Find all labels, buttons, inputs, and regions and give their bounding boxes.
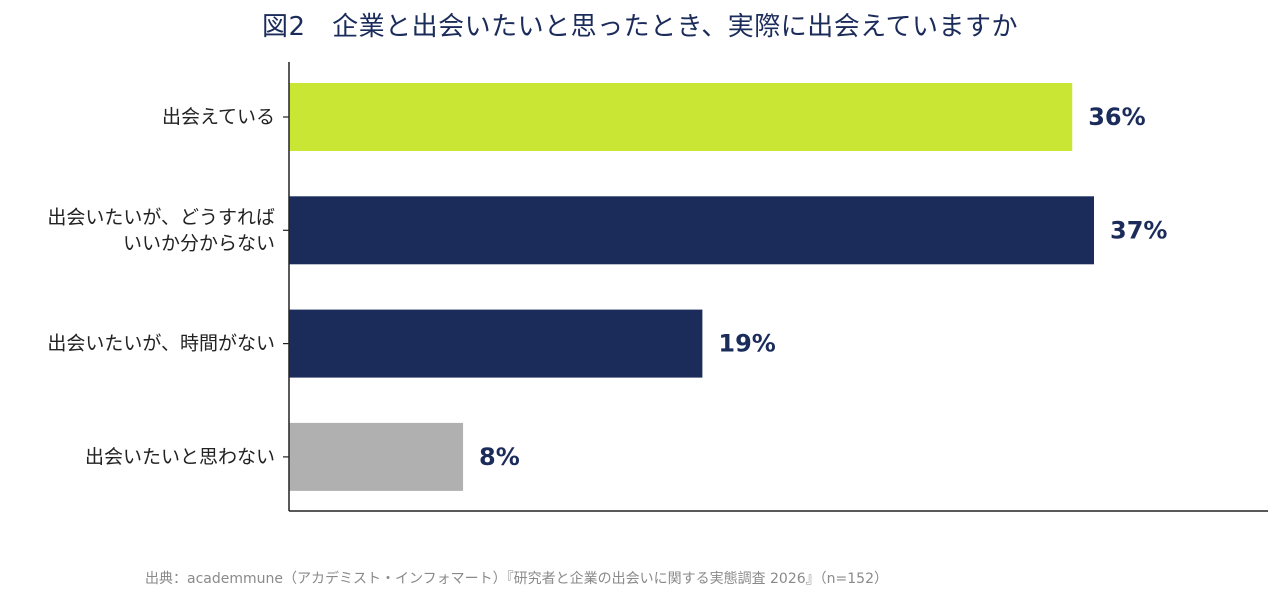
bar-2 (289, 196, 1094, 265)
category-label-4: 出会いたいと思わない (85, 446, 275, 468)
category-label-2-line-2: いいか分からない (123, 232, 275, 254)
bar-4 (289, 422, 464, 491)
chart-title: 図2 企業と出会いたいと思ったとき、実際に出会えていますか (262, 12, 1018, 42)
value-label-2: 37% (1110, 216, 1167, 244)
value-label-1: 36% (1088, 103, 1145, 131)
category-label-3: 出会いたいが、時間がない (47, 333, 275, 355)
bar-1 (289, 83, 1073, 151)
bar-3 (289, 309, 703, 378)
category-label-1: 出会えている (162, 106, 275, 128)
value-label-3: 19% (718, 330, 775, 358)
value-label-4: 8% (479, 443, 520, 471)
category-label-2-line-1: 出会いたいが、どうすれば (47, 206, 275, 228)
source-note: 出典：academmune（アカデミスト・インフォマート）『研究者と企業の出会い… (145, 571, 888, 587)
